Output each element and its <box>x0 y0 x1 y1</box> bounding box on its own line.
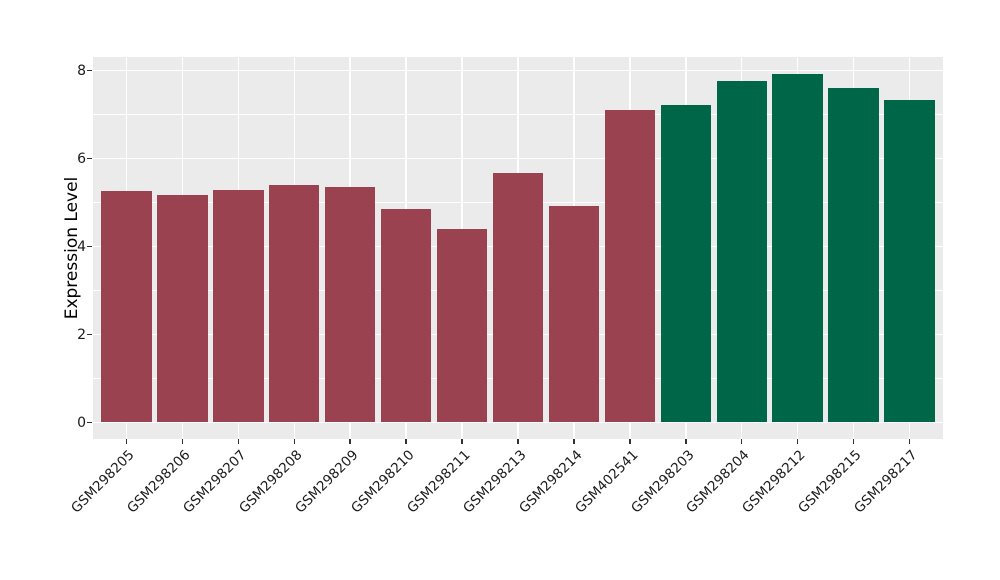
y-tick-label: 0 <box>77 414 86 431</box>
bar-GSM298214 <box>548 206 600 423</box>
bar-GSM298217 <box>884 99 935 423</box>
x-tick-mark <box>349 439 351 444</box>
x-tick-mark <box>685 439 687 444</box>
bar-GSM298212 <box>772 73 823 423</box>
x-tick-mark <box>405 439 407 444</box>
x-tick-mark <box>237 439 240 444</box>
bar-GSM298203 <box>660 105 711 423</box>
y-tick-label: 2 <box>77 326 86 343</box>
bar-GSM298206 <box>157 194 208 423</box>
x-tick-mark <box>852 439 855 444</box>
bar-GSM298209 <box>325 187 376 423</box>
x-tick-mark <box>293 439 296 444</box>
bar-GSM298207 <box>213 189 264 423</box>
y-tick-mark <box>87 421 92 424</box>
y-tick-mark <box>87 245 92 248</box>
x-tick-mark <box>573 439 575 444</box>
bar-GSM298211 <box>436 228 488 423</box>
y-tick-mark <box>87 69 92 72</box>
x-tick-mark <box>125 439 128 444</box>
bar-GSM298204 <box>716 80 767 423</box>
bar-GSM402541 <box>604 110 655 423</box>
x-tick-mark <box>181 439 184 444</box>
bar-GSM298208 <box>269 184 320 423</box>
x-tick-mark <box>517 439 519 444</box>
y-tick-mark <box>87 333 92 336</box>
bar-GSM298210 <box>380 208 432 423</box>
y-tick-label: 4 <box>77 238 86 255</box>
bar-GSM298213 <box>492 173 544 423</box>
y-tick-label: 6 <box>77 150 86 167</box>
x-tick-mark <box>908 439 911 444</box>
x-tick-mark <box>629 439 631 444</box>
bar-GSM298215 <box>828 88 879 423</box>
y-tick-label: 8 <box>77 62 86 79</box>
x-tick-mark <box>796 439 799 444</box>
plot-panel <box>93 57 943 439</box>
bar-GSM298205 <box>101 190 152 423</box>
y-tick-mark <box>87 157 92 160</box>
x-tick-mark <box>461 439 463 444</box>
x-tick-mark <box>740 439 743 444</box>
